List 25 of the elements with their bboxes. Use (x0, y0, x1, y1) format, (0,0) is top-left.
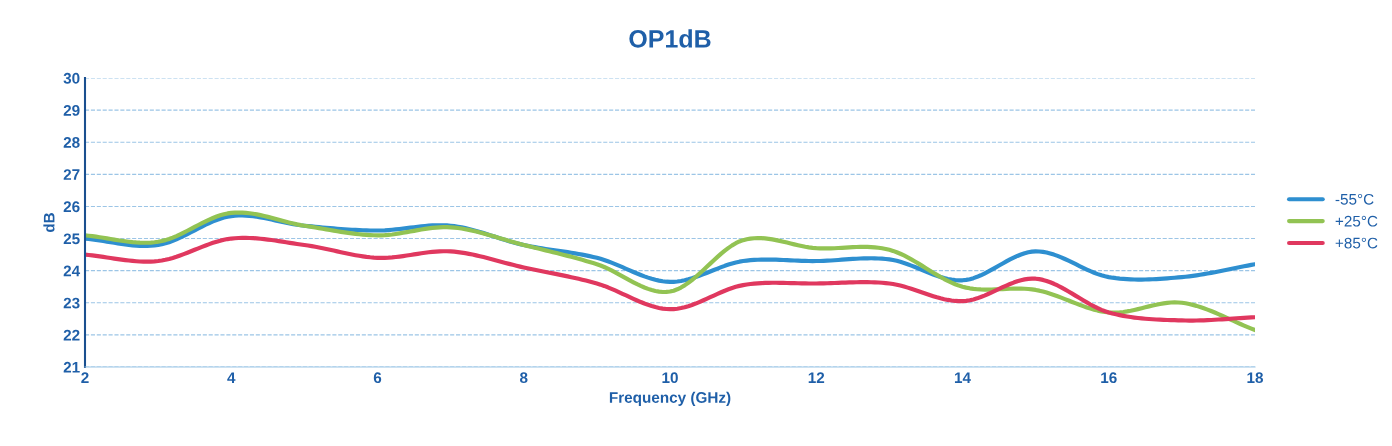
x-tick-label: 6 (373, 372, 382, 384)
x-tick-label: 16 (1101, 372, 1117, 384)
y-tick-label: 24 (63, 265, 81, 277)
x-tick-label: 18 (1247, 372, 1264, 384)
x-tick-label: 2 (81, 372, 89, 383)
y-tick-label: 29 (63, 104, 80, 116)
x-tick-label: 10 (662, 372, 678, 384)
y-tick-label: 28 (63, 137, 80, 148)
y-tick-label: 22 (63, 329, 80, 341)
x-tick-label: 4 (227, 372, 236, 383)
y-tick-label: 26 (63, 201, 80, 213)
y-tick-label: 21 (63, 361, 80, 373)
y-tick-label: 25 (63, 233, 80, 245)
y-tick-label: 27 (63, 169, 80, 180)
y-axis-title: dB (43, 213, 55, 233)
x-tick-label: 14 (954, 372, 971, 383)
x-tick-label: 8 (519, 372, 528, 384)
legend-label: +25°C (1335, 215, 1378, 227)
x-tick-label: 12 (808, 372, 825, 383)
x-axis-title: Frequency (GHz) (609, 391, 731, 406)
legend-label: +85°C (1335, 237, 1378, 249)
y-tick-label: 30 (63, 72, 80, 84)
chart-title: OP1dB (629, 29, 711, 48)
y-tick-label: 23 (63, 297, 80, 309)
legend-label: -55°C (1335, 193, 1374, 205)
